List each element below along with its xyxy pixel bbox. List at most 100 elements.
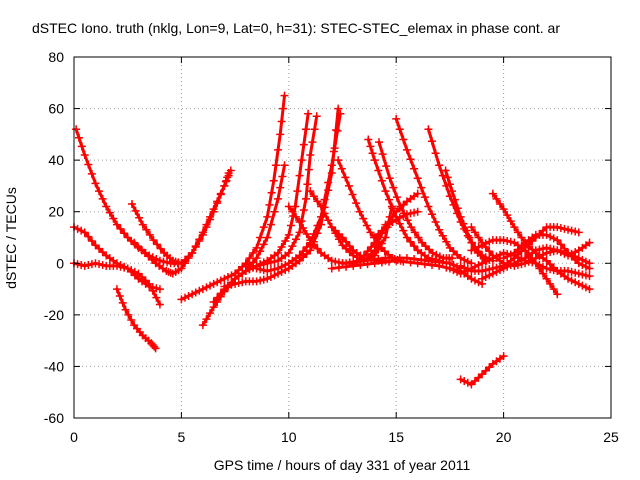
data-point	[367, 255, 376, 264]
data-point	[140, 248, 149, 257]
data-point	[581, 271, 590, 280]
series-arc-6	[130, 166, 235, 278]
y-tick-label: -40	[44, 358, 64, 374]
data-point	[517, 233, 526, 242]
data-point	[334, 263, 343, 272]
data-point	[381, 187, 390, 196]
data-point	[295, 251, 304, 260]
data-point	[352, 199, 361, 208]
data-point	[496, 199, 505, 208]
data-point	[163, 258, 172, 267]
data-point	[478, 370, 487, 379]
data-point	[528, 255, 537, 264]
data-point	[375, 138, 384, 147]
data-point	[330, 144, 339, 153]
data-point	[288, 207, 297, 216]
data-point	[363, 247, 372, 256]
data-point	[460, 255, 469, 264]
data-point	[263, 233, 272, 242]
data-point	[118, 298, 127, 307]
data-point	[553, 223, 562, 232]
data-point	[291, 235, 300, 244]
data-point	[295, 218, 304, 227]
data-point	[481, 366, 490, 375]
data-point	[281, 261, 290, 270]
data-point	[485, 255, 494, 264]
data-point	[435, 161, 444, 170]
data-point	[420, 193, 429, 202]
data-point	[468, 238, 477, 247]
data-point	[280, 161, 289, 170]
data-point	[284, 202, 293, 211]
data-point	[155, 300, 164, 309]
data-point	[84, 232, 93, 241]
data-point	[546, 244, 555, 253]
data-point	[560, 224, 569, 233]
data-point	[276, 130, 285, 139]
data-point	[571, 278, 580, 287]
data-point	[227, 280, 236, 289]
data-point	[399, 226, 408, 235]
data-point	[313, 197, 322, 206]
data-point	[313, 221, 322, 230]
data-point	[216, 289, 225, 298]
data-point	[348, 190, 357, 199]
data-point	[310, 125, 319, 134]
data-point	[274, 194, 283, 203]
data-point	[223, 273, 232, 282]
data-point	[503, 252, 512, 261]
data-point	[481, 242, 490, 251]
data-point	[84, 160, 93, 169]
series-group	[70, 91, 594, 389]
data-point	[259, 240, 268, 249]
data-point	[302, 242, 311, 251]
data-point	[331, 226, 340, 235]
data-point	[549, 245, 558, 254]
data-point	[301, 125, 310, 134]
data-point	[116, 262, 125, 271]
series-arc-3	[70, 259, 164, 309]
data-point	[385, 174, 394, 183]
data-point	[327, 256, 336, 265]
data-point	[410, 208, 419, 217]
data-point	[377, 226, 386, 235]
data-point	[380, 247, 389, 256]
data-point	[266, 220, 275, 229]
data-point	[209, 297, 218, 306]
data-point	[459, 219, 468, 228]
data-point	[75, 133, 84, 142]
data-point	[571, 248, 580, 257]
data-point	[77, 261, 86, 270]
data-point	[278, 172, 287, 181]
data-point	[102, 202, 111, 211]
data-point	[542, 264, 551, 273]
data-point	[135, 213, 144, 222]
data-point	[252, 243, 261, 252]
data-point	[392, 207, 401, 216]
data-point	[127, 199, 136, 208]
data-point	[188, 290, 197, 299]
series-arc-4	[112, 285, 160, 353]
data-point	[478, 238, 487, 247]
data-point	[581, 262, 590, 271]
x-axis-title: GPS time / hours of day 331 of year 2011	[214, 457, 471, 473]
data-point	[567, 226, 576, 235]
data-point	[449, 247, 458, 256]
data-point	[395, 213, 404, 222]
data-point	[159, 257, 168, 266]
data-point	[481, 273, 490, 282]
data-point	[549, 234, 558, 243]
data-point	[241, 259, 250, 268]
data-point	[220, 181, 229, 190]
data-point	[299, 205, 308, 214]
data-point	[450, 195, 459, 204]
data-point	[256, 276, 265, 285]
data-point	[279, 104, 288, 113]
data-point	[364, 135, 373, 144]
data-point	[513, 228, 522, 237]
data-point	[553, 246, 562, 255]
data-point	[334, 230, 343, 239]
data-point	[424, 256, 433, 265]
data-point	[553, 290, 562, 299]
